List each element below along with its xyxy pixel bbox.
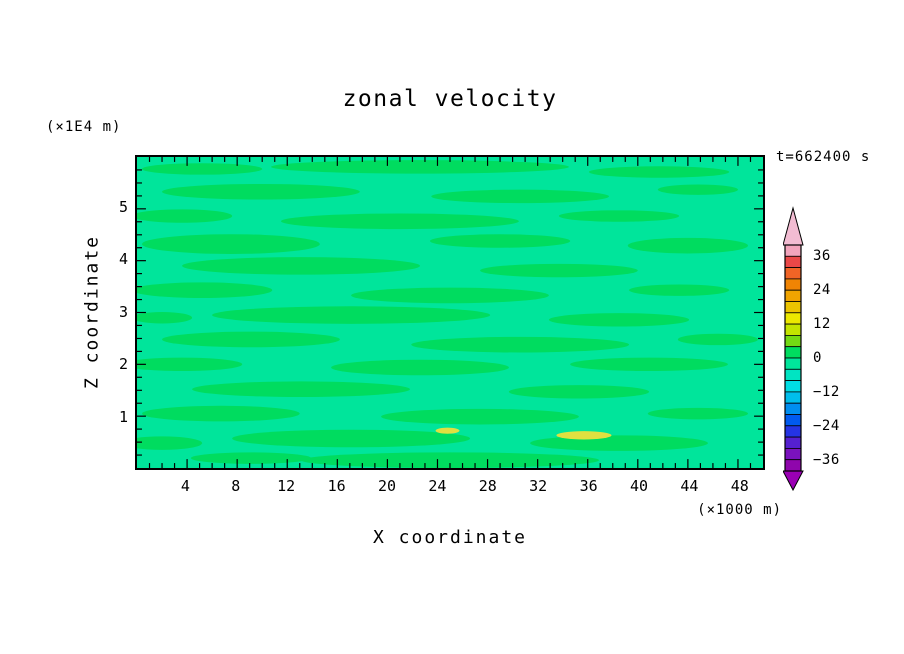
x-tick-label: 24 bbox=[428, 477, 447, 495]
y-axis-unit: (×1E4 m) bbox=[46, 119, 122, 135]
y-tick-label: 2 bbox=[118, 355, 128, 373]
colorbar bbox=[783, 206, 804, 492]
y-tick-label: 5 bbox=[118, 197, 128, 216]
time-annotation: t=662400 s bbox=[776, 149, 871, 165]
plot-title: zonal velocity bbox=[342, 86, 558, 112]
y-tick-label: 4 bbox=[118, 250, 128, 268]
x-tick-label: 48 bbox=[730, 477, 749, 495]
plot-frame bbox=[135, 155, 765, 470]
x-tick-label: 4 bbox=[180, 477, 190, 495]
contour-field bbox=[137, 157, 763, 468]
x-axis-unit: (×1000 m) bbox=[697, 502, 782, 518]
x-tick-label: 8 bbox=[231, 477, 241, 495]
x-tick-label: 20 bbox=[377, 477, 397, 495]
x-tick-label: 44 bbox=[680, 477, 699, 495]
y-tick-label: 3 bbox=[118, 302, 128, 321]
x-tick-label: 40 bbox=[629, 477, 649, 495]
x-axis-label: X coordinate bbox=[372, 527, 528, 548]
x-tick-label: 28 bbox=[478, 477, 497, 495]
x-tick-label: 12 bbox=[277, 477, 296, 495]
x-tick-label: 16 bbox=[327, 477, 346, 495]
y-axis-label: Z coordinate bbox=[81, 234, 103, 390]
y-tick-label: 1 bbox=[118, 407, 128, 426]
x-tick-label: 32 bbox=[529, 477, 548, 495]
x-tick-label: 36 bbox=[579, 477, 598, 495]
